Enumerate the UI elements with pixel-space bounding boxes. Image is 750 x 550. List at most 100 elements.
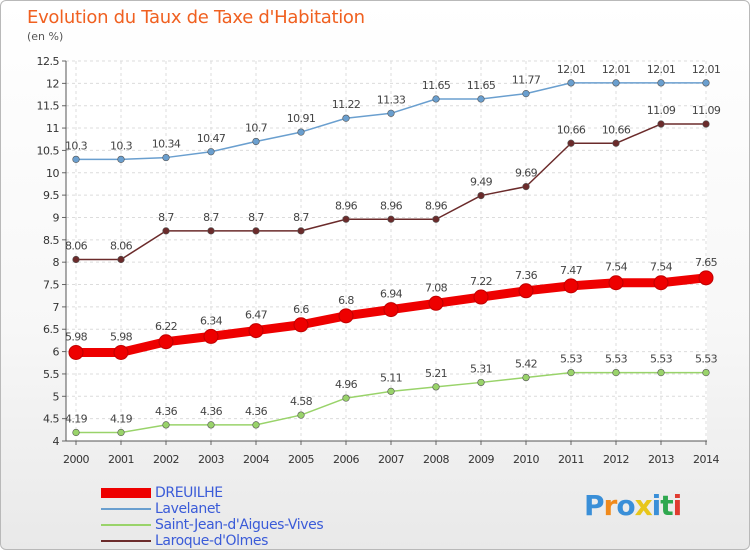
- data-label: 11.65: [422, 79, 451, 92]
- data-label: 5.11: [380, 371, 402, 384]
- data-point: [612, 79, 620, 87]
- legend-label: DREUILHE: [155, 485, 223, 501]
- data-point: [72, 428, 80, 437]
- legend-swatch: [101, 540, 151, 542]
- y-tick-label: 7.5: [43, 279, 59, 292]
- legend-swatch: [101, 524, 151, 526]
- y-tick-label: 10: [46, 167, 59, 180]
- data-label: 11.09: [647, 104, 676, 117]
- y-tick-label: 6: [53, 346, 60, 359]
- y-tick-label: 6.5: [43, 323, 59, 336]
- data-point: [207, 421, 215, 429]
- x-tick-label: 2005: [288, 453, 314, 466]
- data-label: 7.47: [560, 264, 583, 277]
- chart-title: Evolution du Taux de Taxe d'Habitation: [27, 7, 365, 28]
- data-point: [518, 283, 534, 299]
- data-point: [207, 148, 215, 156]
- data-point: [432, 215, 440, 223]
- data-label: 5.42: [515, 358, 537, 371]
- data-label: 12.01: [557, 63, 586, 76]
- data-point: [387, 215, 395, 223]
- data-point: [117, 255, 125, 264]
- data-point: [162, 227, 170, 235]
- data-point: [702, 369, 710, 377]
- data-point: [342, 394, 350, 402]
- data-point: [162, 421, 170, 429]
- legend-swatch: [101, 508, 151, 510]
- data-point: [657, 120, 665, 128]
- data-label: 7.54: [605, 261, 628, 274]
- data-point: [522, 90, 530, 98]
- data-label: 6.34: [200, 314, 223, 327]
- data-label: 4.36: [200, 405, 223, 418]
- data-label: 6.47: [245, 309, 268, 322]
- data-label: 4.19: [110, 413, 133, 426]
- data-label: 10.47: [197, 132, 226, 145]
- data-label: 4.36: [245, 405, 268, 418]
- y-tick-label: 5.5: [43, 368, 59, 381]
- data-point: [338, 308, 354, 324]
- data-label: 4.58: [290, 395, 313, 408]
- y-tick-label: 11.5: [37, 100, 60, 113]
- data-point: [297, 128, 305, 136]
- data-label: 5.31: [470, 362, 492, 375]
- y-tick-label: 4.5: [43, 413, 59, 426]
- data-point: [477, 95, 485, 103]
- data-label: 8.7: [293, 211, 309, 224]
- data-label: 10.7: [245, 121, 268, 134]
- data-point: [702, 120, 710, 128]
- data-point: [608, 275, 624, 291]
- legend-label: Saint-Jean-d'Aigues-Vives: [155, 517, 324, 533]
- data-label: 4.96: [335, 378, 358, 391]
- data-point: [342, 114, 350, 122]
- data-label: 10.91: [287, 112, 316, 125]
- data-label: 11.33: [377, 93, 406, 106]
- data-label: 5.53: [695, 353, 718, 366]
- data-point: [297, 227, 305, 235]
- data-point: [432, 95, 440, 103]
- data-point: [297, 411, 305, 419]
- y-tick-label: 11: [46, 122, 59, 135]
- plot-area: [66, 61, 707, 441]
- data-point: [68, 344, 84, 360]
- data-point: [653, 275, 669, 291]
- data-label: 6.8: [338, 294, 354, 307]
- data-label: 10.66: [557, 123, 586, 136]
- data-label: 7.08: [425, 281, 448, 294]
- y-tick-label: 4: [53, 435, 60, 448]
- data-label: 12.01: [602, 63, 631, 76]
- data-point: [473, 289, 489, 305]
- x-tick-label: 2004: [243, 453, 269, 466]
- data-point: [698, 270, 714, 286]
- data-label: 11.77: [512, 74, 541, 87]
- data-label: 7.65: [695, 256, 718, 269]
- y-tick-label: 5: [53, 390, 60, 403]
- data-label: 8.7: [158, 211, 174, 224]
- data-label: 12.01: [647, 63, 676, 76]
- legend-swatch: [101, 488, 151, 498]
- data-label: 8.06: [65, 239, 88, 252]
- data-point: [252, 137, 260, 146]
- data-point: [113, 344, 129, 360]
- data-point: [567, 79, 575, 87]
- data-point: [252, 421, 260, 429]
- data-label: 7.54: [650, 261, 673, 274]
- y-tick-label: 10.5: [37, 144, 60, 157]
- data-label: 6.6: [293, 303, 309, 316]
- data-point: [612, 139, 620, 147]
- data-point: [567, 369, 575, 377]
- data-label: 7.36: [515, 269, 538, 282]
- y-tick-label: 12: [46, 77, 59, 90]
- data-point: [158, 334, 174, 350]
- data-point: [428, 295, 444, 311]
- x-tick-label: 2012: [603, 453, 629, 466]
- data-point: [522, 183, 530, 191]
- data-point: [522, 373, 530, 382]
- data-label: 6.94: [380, 288, 403, 301]
- data-point: [72, 155, 80, 163]
- data-point: [342, 215, 350, 223]
- x-tick-label: 2009: [468, 453, 494, 466]
- data-label: 4.19: [65, 413, 88, 426]
- y-tick-label: 12.5: [37, 55, 60, 68]
- y-tick-label: 7: [53, 301, 60, 314]
